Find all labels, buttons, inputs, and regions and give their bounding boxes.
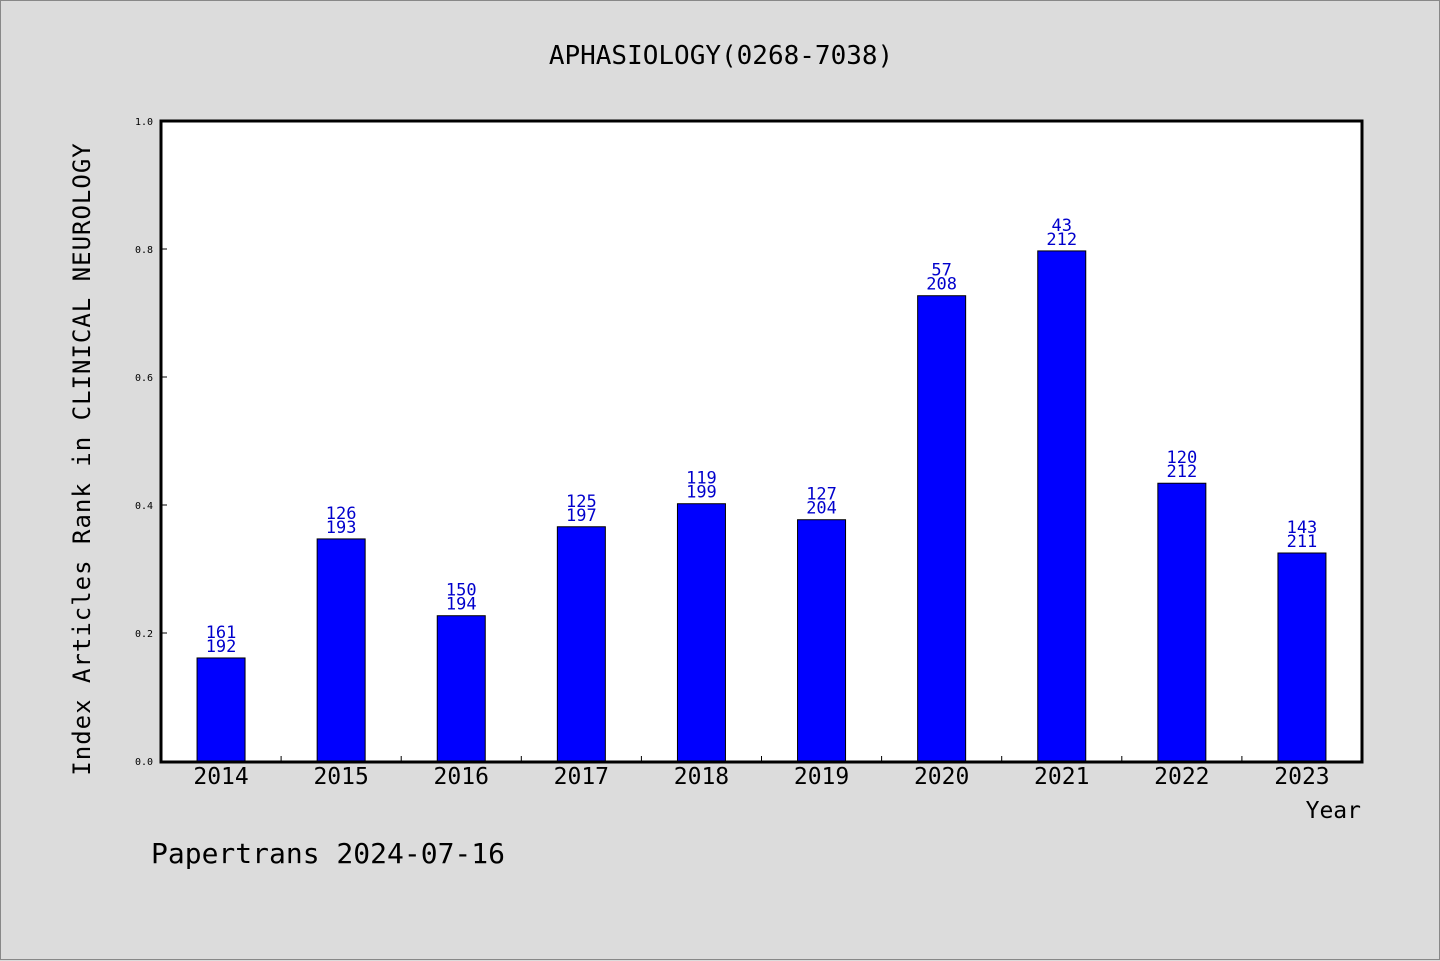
x-tick-label: 2015 [313, 764, 368, 790]
x-tick-label: 2021 [1034, 764, 1089, 790]
x-tick-label: 2016 [434, 764, 489, 790]
bar-label-rank: 150 [446, 581, 477, 601]
bar-label-total: 199 [686, 483, 717, 503]
bar-label-total: 192 [206, 637, 237, 657]
bar-label-rank: 120 [1166, 448, 1197, 468]
bar [1157, 482, 1207, 762]
bar-label-rank: 161 [206, 623, 237, 643]
bar-label-rank: 125 [566, 492, 597, 512]
bar-label-total: 212 [1046, 230, 1077, 250]
bar [797, 519, 847, 762]
x-axis: 2014 2015 2016 2017 2018 2019 2020 2021 2022 2023 [193, 756, 1330, 790]
x-tick-label: 2019 [794, 764, 849, 790]
bar-label-total: 212 [1166, 462, 1197, 482]
bar-label-rank: 119 [686, 469, 717, 489]
y-tick-label: 0.6 [135, 373, 153, 384]
x-tick-label: 2018 [674, 764, 729, 790]
y-tick-label: 0.0 [135, 757, 153, 768]
y-axis: 0.0 0.2 0.4 0.6 0.8 1.0 [135, 117, 167, 768]
x-axis-label: Year [1306, 798, 1361, 824]
bar-label-total: 194 [446, 595, 477, 615]
y-tick-label: 0.2 [135, 629, 153, 640]
footer-credit: Papertrans 2024-07-16 [151, 837, 505, 870]
bar [1037, 250, 1087, 762]
bar-label-rank: 126 [326, 504, 357, 524]
bar-label-rank: 57 [931, 261, 951, 281]
y-tick-label: 0.4 [135, 501, 153, 512]
x-tick-label: 2022 [1154, 764, 1209, 790]
bar [917, 295, 967, 762]
bar-label-total: 208 [926, 275, 957, 295]
bar-label-total: 197 [566, 506, 597, 526]
bar [556, 526, 606, 762]
bar [436, 615, 486, 762]
x-tick-label: 2023 [1274, 764, 1329, 790]
bar [196, 657, 246, 762]
y-axis-label: Index Articles Rank in CLINICAL NEUROLOG… [68, 142, 96, 775]
x-tick-label: 2017 [554, 764, 609, 790]
bar-label-rank: 43 [1052, 216, 1072, 236]
bar-label-total: 193 [326, 518, 357, 538]
x-tick-label: 2014 [193, 764, 248, 790]
bar-label-total: 204 [806, 499, 837, 519]
x-tick-label: 2020 [914, 764, 969, 790]
bar-label-total: 211 [1287, 532, 1318, 552]
bar [676, 503, 726, 762]
bar-label-rank: 143 [1287, 518, 1318, 538]
bar-label-rank: 127 [806, 485, 837, 505]
y-tick-label: 0.8 [135, 245, 153, 256]
chart-title: APHASIOLOGY(0268-7038) [549, 41, 893, 71]
bar [316, 538, 366, 762]
y-tick-label: 1.0 [135, 117, 153, 128]
bar [1277, 552, 1327, 762]
